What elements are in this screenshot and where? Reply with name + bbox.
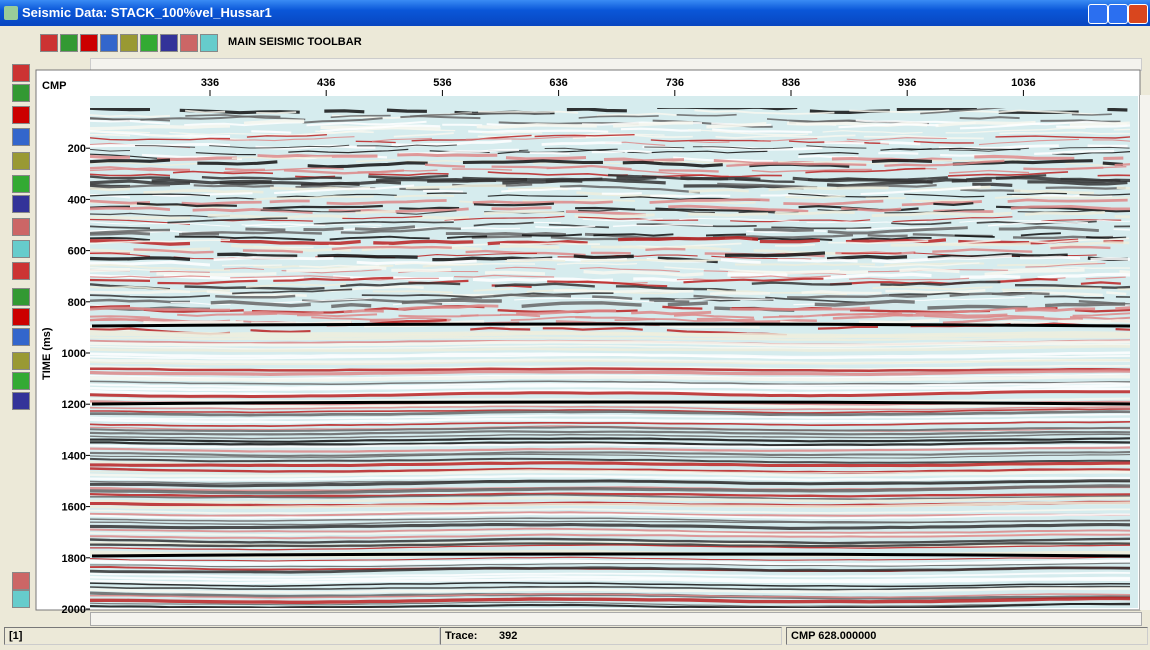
y-tick-label: 400 bbox=[68, 194, 86, 206]
seismic-display: CMP TIME (ms) 336 436 536 636 736 836 936 1036 200… bbox=[0, 0, 1150, 626]
status-panel: [1] bbox=[4, 627, 440, 645]
x-tick-label: 836 bbox=[782, 77, 800, 89]
y-tick-label: 1600 bbox=[62, 502, 86, 514]
x-tick-label: 536 bbox=[433, 77, 451, 89]
window: Seismic Data: STACK_100%vel_Hussar1 MAIN… bbox=[0, 0, 1150, 650]
x-tick-label: 336 bbox=[201, 77, 219, 89]
y-tick-label: 1200 bbox=[62, 399, 86, 411]
trace-panel: Trace: 392 bbox=[440, 627, 782, 645]
x-tick-label: 1036 bbox=[1011, 77, 1035, 89]
cmp-panel: CMP 628.000000 bbox=[786, 627, 1148, 645]
x-tick-label: 436 bbox=[317, 77, 335, 89]
vertical-scrollbar[interactable] bbox=[1139, 95, 1150, 610]
trace-value: 392 bbox=[499, 628, 517, 644]
y-tick-label: 1400 bbox=[62, 450, 86, 462]
x-tick-label: 636 bbox=[549, 77, 567, 89]
status-bar: [1] Trace: 392 CMP 628.000000 bbox=[0, 626, 1150, 646]
x-axis-label: CMP bbox=[42, 80, 66, 92]
horizontal-scrollbar[interactable] bbox=[90, 612, 1142, 626]
x-tick-label: 936 bbox=[898, 77, 916, 89]
trace-label: Trace: bbox=[445, 628, 477, 644]
y-tick-label: 800 bbox=[68, 297, 86, 309]
x-tick-label: 736 bbox=[666, 77, 684, 89]
y-tick-label: 2000 bbox=[62, 604, 86, 616]
y-axis-label: TIME (ms) bbox=[41, 327, 53, 380]
y-tick-label: 600 bbox=[68, 246, 86, 258]
y-tick-label: 1800 bbox=[62, 553, 86, 565]
y-tick-label: 1000 bbox=[62, 348, 86, 360]
y-tick-label: 200 bbox=[68, 143, 86, 155]
